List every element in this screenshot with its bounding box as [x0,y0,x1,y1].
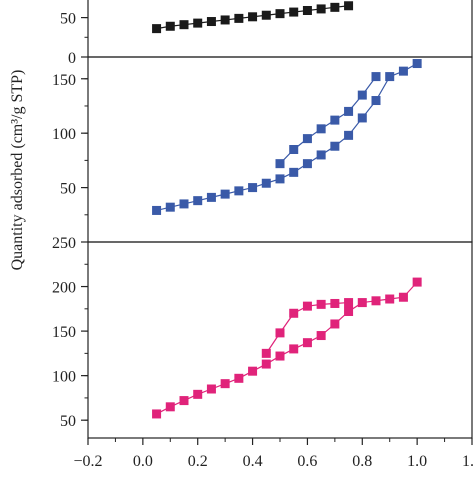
data-point [193,196,203,206]
data-point [206,192,216,202]
panel-bottom: 50 100 150 200 250 [52,235,473,439]
data-point [316,124,326,134]
data-point [330,298,340,308]
data-point [330,141,340,151]
data-point [385,72,395,82]
data-point [179,396,189,406]
data-point [371,96,381,106]
data-point [398,292,408,302]
data-point [398,66,408,76]
data-point [261,348,271,358]
data-point [302,5,312,15]
data-point [344,306,354,316]
y-axis-label: Quantity adsorbed (cm³/g STP) [9,70,26,271]
y-tick-label: 50 [60,413,76,430]
data-point [330,2,340,12]
data-point [165,21,175,31]
data-point [289,145,299,154]
x-tick-label: 0.6 [297,453,317,470]
data-point [275,9,285,19]
data-point [248,12,258,22]
data-point [289,7,299,17]
y-tick-label: 150 [52,72,76,89]
x-tick-label: 0.8 [352,453,372,470]
data-point [165,402,175,412]
data-point [357,298,367,308]
data-point [330,115,340,125]
data-point [275,159,285,169]
data-point [316,150,326,160]
data-point [344,130,354,140]
data-point [344,106,354,116]
x-tick-label: −0.2 [73,453,102,470]
data-point [261,10,271,20]
data-point [371,296,381,306]
y-tick-label: 200 [52,280,76,297]
y-tick-label: 0 [68,50,76,67]
data-point [302,338,312,348]
panel-frame [87,0,473,58]
data-point [193,389,203,399]
data-point [152,24,162,34]
panel-frame [87,241,473,439]
data-point [330,319,340,329]
data-point [248,183,258,193]
data-point [316,299,326,309]
series-line [156,63,418,212]
data-point [152,409,162,419]
data-point [152,205,162,215]
data-point [385,294,395,304]
data-point [206,384,216,394]
data-point [302,301,312,311]
y-tick-label: 100 [52,126,76,143]
y-tick-label: 50 [60,181,76,198]
data-point [179,199,189,209]
data-point [234,373,244,383]
y-tick-label: 100 [52,369,76,386]
data-point [371,72,381,82]
data-point [412,277,422,287]
data-point [248,366,258,376]
data-point [165,202,175,212]
data-point [220,379,230,389]
x-tick-label: 0.4 [243,453,263,470]
data-point [234,186,244,196]
y-tick-label: 150 [52,324,76,341]
data-point [316,331,326,341]
x-tick-label: 0.0 [133,453,153,470]
data-point [412,59,422,69]
data-point [220,15,230,25]
data-point [220,189,230,199]
data-point [206,17,216,27]
data-point [261,178,271,188]
data-point [275,351,285,361]
data-point [261,359,271,369]
x-tick-label: 1.2 [462,453,474,470]
panel-middle: 50 100 150 [52,56,473,243]
data-point [234,13,244,23]
x-tick-label: 1.0 [407,453,427,470]
data-point [302,159,312,169]
data-point [289,167,299,177]
y-tick-label: 250 [52,235,76,252]
data-point [275,328,285,338]
data-point [179,20,189,30]
data-point [289,308,299,318]
data-point [275,174,285,184]
data-point [357,113,367,123]
y-tick-label: 50 [60,11,76,28]
data-point [357,90,367,100]
data-point [289,344,299,354]
panel-frame [87,56,473,243]
data-point [316,4,326,14]
data-point [344,1,354,11]
x-tick-label: 0.2 [188,453,208,470]
data-point [302,134,312,144]
data-point [344,298,354,308]
data-point [193,18,203,28]
